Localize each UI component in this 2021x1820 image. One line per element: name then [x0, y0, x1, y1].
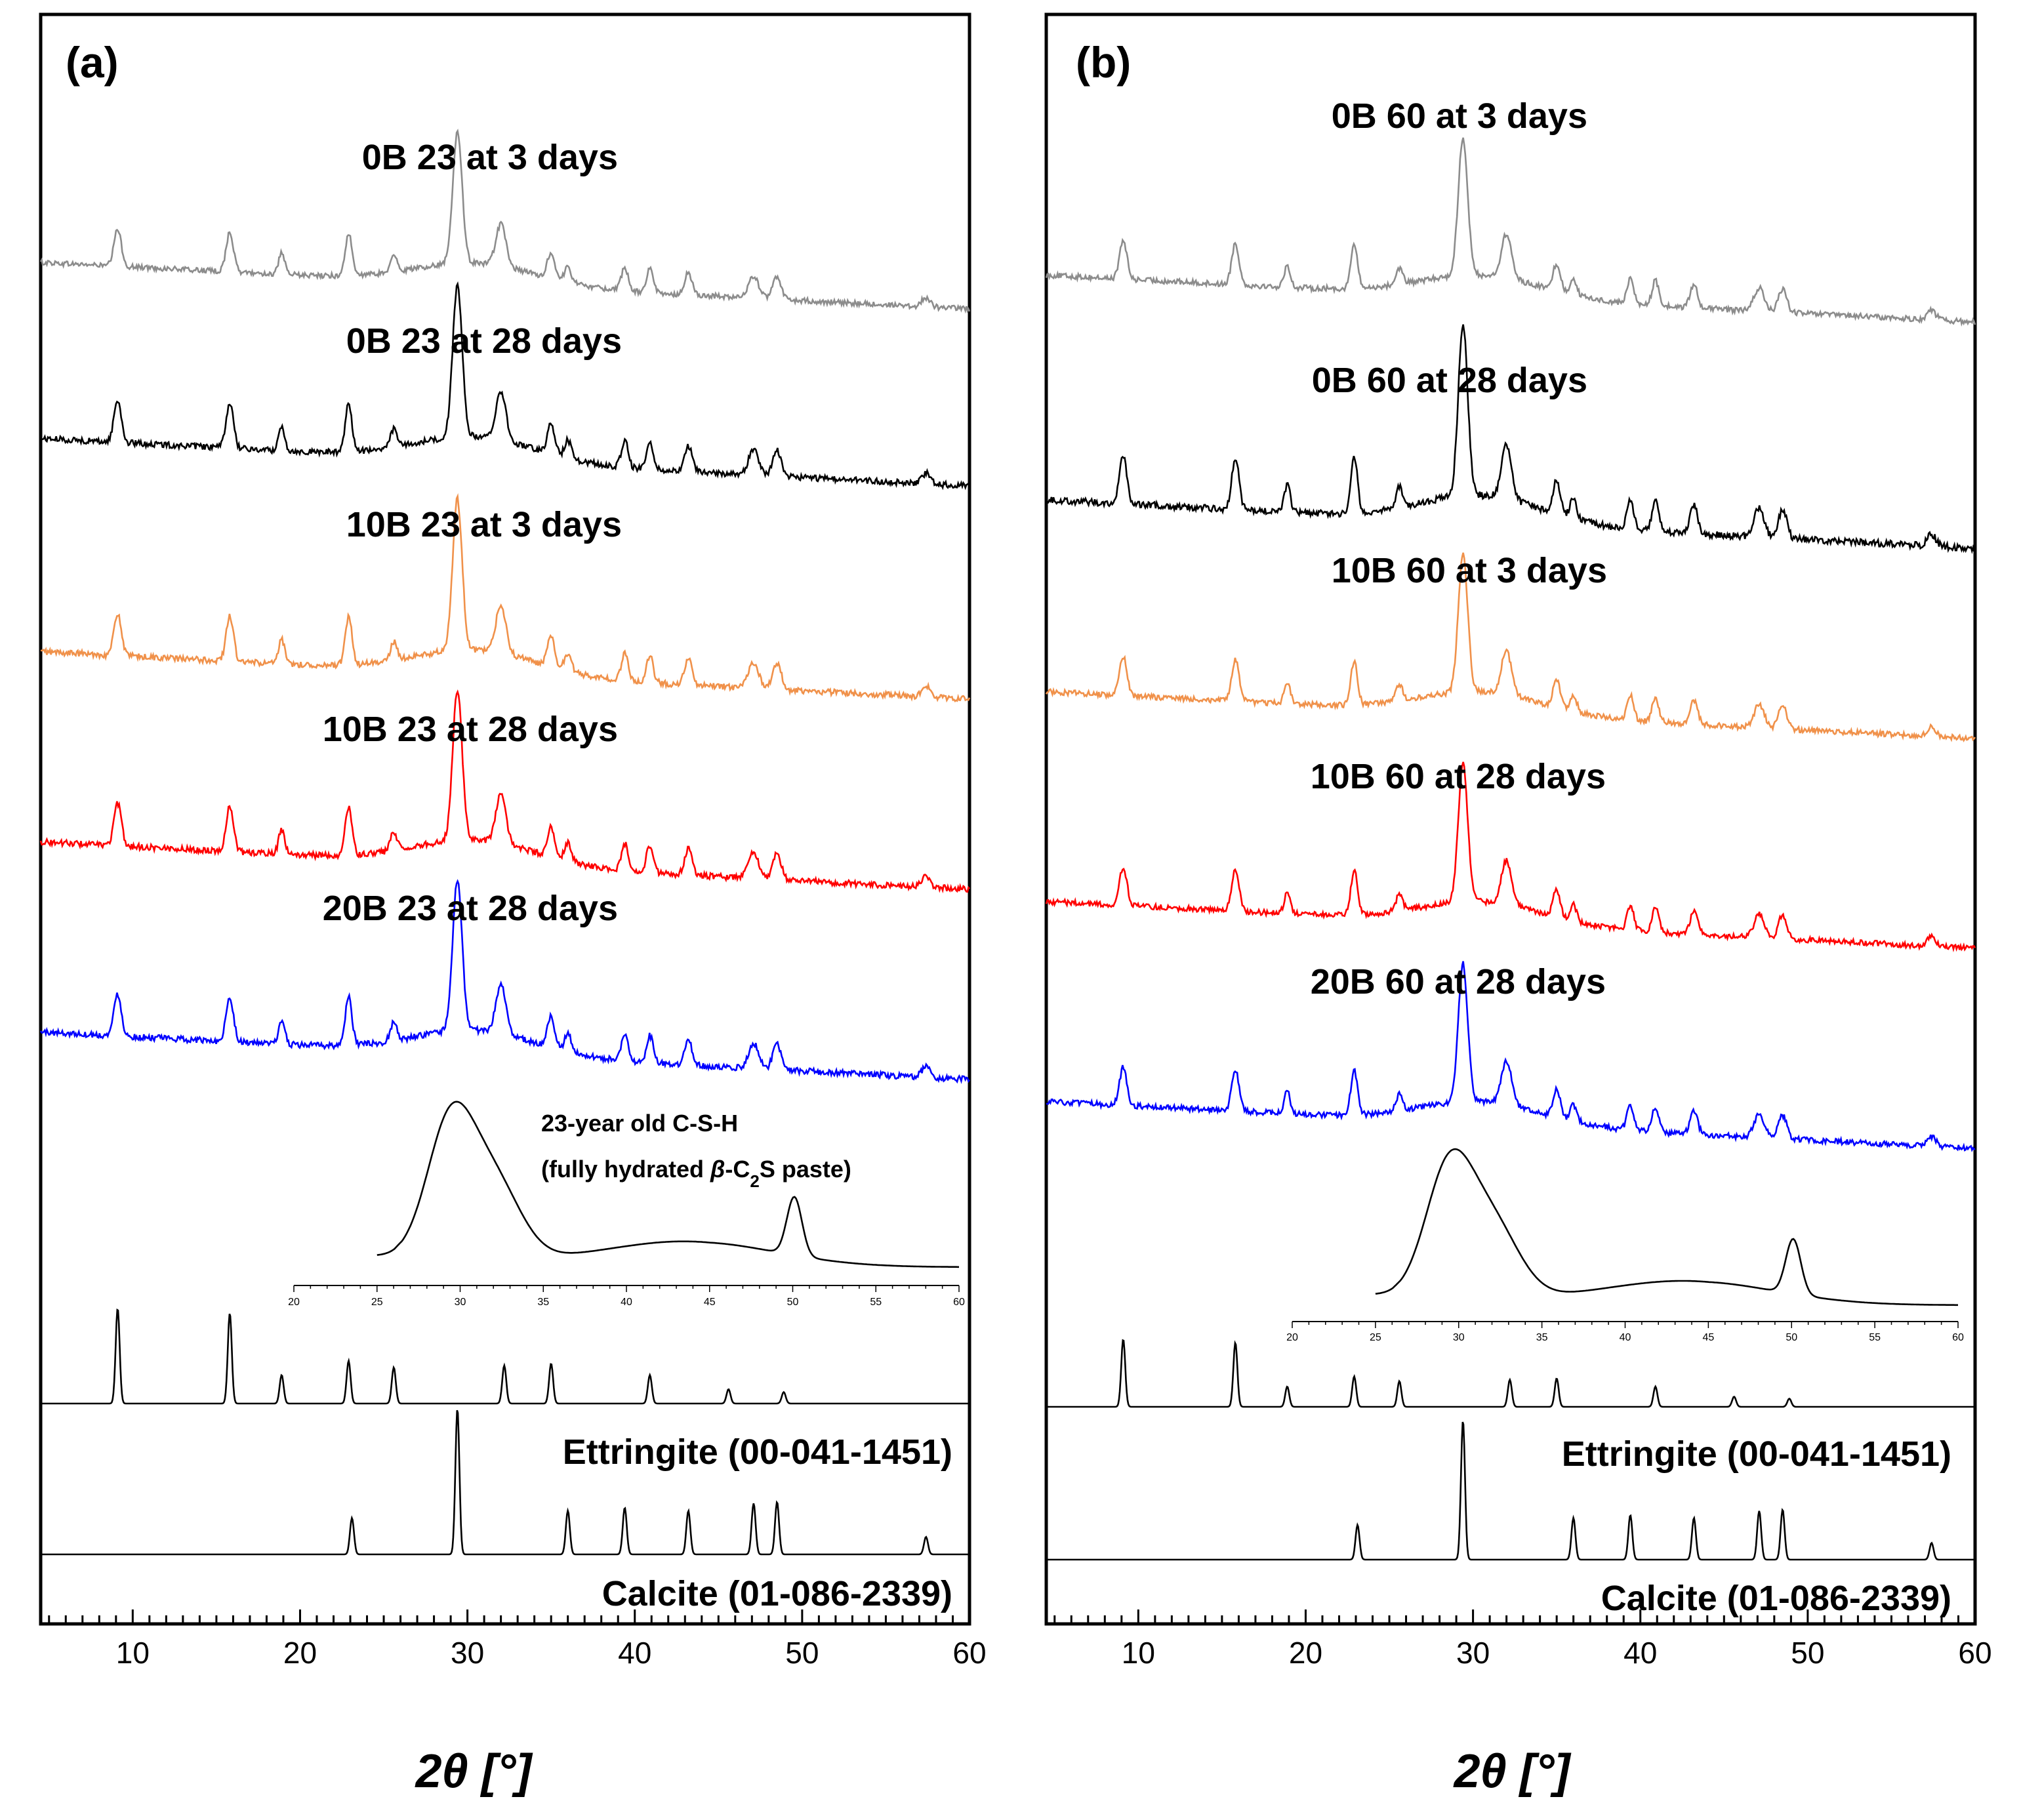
- series-label: 0B 60 at 28 days: [1312, 361, 1587, 400]
- series-label: 20B 23 at 28 days: [323, 889, 618, 928]
- inset-tick-label: 30: [455, 1297, 466, 1308]
- panel-b: (b) 10 20 30 40 50 60 0B 60 at 3 days 0B 60 at 2…: [1044, 12, 1992, 1670]
- reference-label: Ettringite (00-041-1451): [563, 1432, 952, 1472]
- x-tick-label: 30: [1456, 1636, 1490, 1670]
- series-line: [40, 493, 971, 703]
- inset-label-line2: (fully hydrated β-C2S paste): [541, 1156, 851, 1191]
- reference-label: Ettringite (00-041-1451): [1562, 1434, 1951, 1474]
- series-label: 0B 60 at 3 days: [1332, 96, 1587, 136]
- inset-csh-line: [1375, 1148, 1958, 1306]
- reference-label: Calcite (01-086-2339): [602, 1574, 952, 1613]
- inset-label-line1: 23-year old C-S-H: [541, 1110, 738, 1137]
- panel-a: (a) 10 20 30 40 50 60 0B 23 at 3 days 0B 23 at 2…: [39, 12, 987, 1670]
- x-tick-label: 30: [451, 1636, 484, 1670]
- series-line: [1045, 552, 1976, 742]
- series-label: 20B 60 at 28 days: [1311, 962, 1606, 1001]
- ettringite-reference-line: [1046, 1339, 1975, 1408]
- x-axis-label-b: 2θ [°]: [1453, 1745, 1572, 1798]
- panel-letter: (b): [1076, 38, 1131, 87]
- x-axis-label-a: 2θ [°]: [415, 1745, 533, 1798]
- series-line: [1045, 137, 1976, 327]
- inset-tick-label: 40: [621, 1297, 632, 1308]
- inset-tick-label: 45: [704, 1297, 716, 1308]
- series-label: 0B 23 at 28 days: [346, 321, 622, 361]
- series-line: [39, 129, 971, 314]
- inset-tick-label: 30: [1453, 1332, 1465, 1343]
- plot-frame: [39, 12, 971, 1626]
- inset-tick-label: 40: [1620, 1332, 1631, 1343]
- inset-csh-line: [377, 1101, 959, 1268]
- x-tick-label: 60: [1958, 1636, 1991, 1670]
- series-label: 10B 23 at 3 days: [346, 505, 622, 544]
- series-label: 0B 23 at 3 days: [362, 138, 618, 177]
- inset-tick-label: 25: [1370, 1332, 1381, 1343]
- x-tick-label: 10: [116, 1636, 150, 1670]
- inset-tick-label: 50: [787, 1297, 799, 1308]
- series-line: [1046, 324, 1976, 554]
- series-label: 10B 60 at 28 days: [1311, 757, 1606, 796]
- inset-tick-label: 20: [1286, 1332, 1298, 1343]
- x-tick-label: 20: [283, 1636, 317, 1670]
- calcite-reference-line: [41, 1409, 970, 1556]
- inset-tick-label: 55: [1869, 1332, 1881, 1343]
- inset-tick-label: 45: [1702, 1332, 1714, 1343]
- inset-tick-label: 60: [953, 1297, 965, 1308]
- series-line: [39, 281, 970, 491]
- inset-tick-label: 50: [1786, 1332, 1797, 1343]
- inset-tick-label: 60: [1952, 1332, 1964, 1343]
- x-tick-label: 60: [952, 1636, 986, 1670]
- inset-tick-label: 25: [371, 1297, 383, 1308]
- series-line: [1045, 761, 1976, 953]
- panel-letter: (a): [66, 38, 119, 87]
- plot-frame: [1044, 12, 1977, 1626]
- x-tick-label: 40: [1623, 1636, 1657, 1670]
- inset-tick-label: 20: [288, 1297, 300, 1308]
- series-label: 10B 23 at 28 days: [323, 710, 618, 749]
- series-line: [39, 689, 970, 894]
- x-tick-label: 20: [1289, 1636, 1322, 1670]
- x-tick-label: 50: [1791, 1636, 1824, 1670]
- x-tick-label: 50: [785, 1636, 819, 1670]
- inset-tick-label: 35: [537, 1297, 549, 1308]
- series-label: 10B 60 at 3 days: [1332, 551, 1607, 590]
- inset-tick-label: 55: [870, 1297, 882, 1308]
- series-line: [1046, 961, 1976, 1152]
- reference-label: Calcite (01-086-2339): [1601, 1579, 1951, 1618]
- inset-tick-label: 35: [1536, 1332, 1548, 1343]
- x-tick-label: 10: [1122, 1636, 1155, 1670]
- calcite-reference-line: [1046, 1421, 1975, 1561]
- series-line: [39, 879, 971, 1084]
- ettringite-reference-line: [41, 1308, 970, 1405]
- x-tick-label: 40: [618, 1636, 651, 1670]
